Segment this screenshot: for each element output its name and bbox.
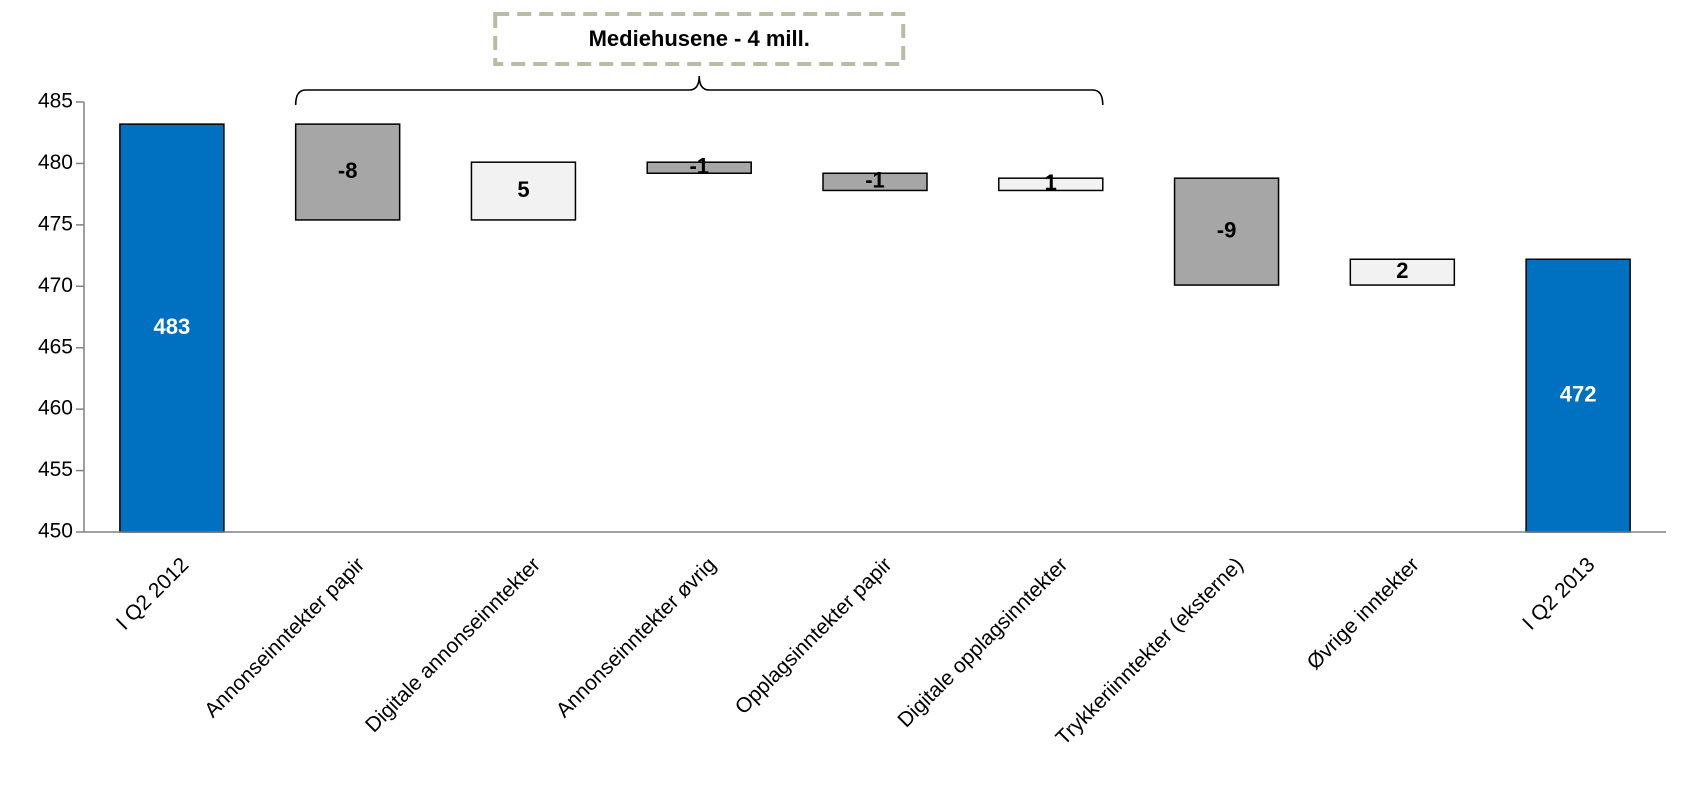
data-label: 483: [154, 314, 191, 339]
bars: 483 -8 5 -1 -1 1 -9 2 472: [119, 123, 1631, 533]
bar-increase: [470, 161, 577, 221]
y-tick-label: 470: [38, 274, 73, 297]
callout-brace: [294, 75, 1104, 106]
y-tick-label: 465: [38, 335, 73, 358]
data-label: 5: [517, 177, 529, 202]
x-category-label: Digitale opplagsinntekter: [893, 553, 1072, 732]
x-category-label: Øvrige inntekter: [1303, 553, 1424, 674]
x-category-label: Annonseinntekter øvrig: [552, 553, 721, 722]
callout-annotation: Mediehusene - 4 mill.: [294, 12, 1104, 106]
bar-increase: [1349, 258, 1456, 286]
x-category-label: Digitale annonseinntekter: [361, 553, 545, 737]
x-category-label: Trykkeriinntekter (eksterne): [1052, 553, 1248, 749]
y-axis: 450 455 460 465 470 475 480 485: [38, 90, 85, 543]
y-tick-label: 475: [38, 212, 73, 235]
bar-decrease: [822, 172, 928, 192]
data-label: -1: [689, 154, 709, 179]
bar-total: [1525, 258, 1631, 533]
y-tick-label: 480: [38, 151, 73, 174]
data-label: 472: [1560, 381, 1597, 406]
x-category-label: I Q2 2012: [112, 553, 193, 634]
data-label: -8: [338, 158, 358, 183]
x-category-label: Opplagsinntekter papir: [731, 553, 897, 719]
callout-box: [493, 12, 906, 66]
x-axis: I Q2 2012 Annonseinntekter papirDigitale …: [84, 531, 1666, 750]
y-tick-label: 460: [38, 397, 73, 420]
callout-text: Mediehusene - 4 mill.: [589, 26, 810, 51]
data-label: -9: [1217, 217, 1237, 242]
data-label: 1: [1045, 170, 1057, 195]
bar-total: [119, 123, 225, 533]
y-tick-label: 450: [38, 520, 73, 543]
data-label: 2: [1396, 258, 1408, 283]
x-category-label: I Q2 2013: [1518, 553, 1599, 634]
data-label: -1: [865, 168, 885, 193]
bar-decrease: [1173, 177, 1280, 286]
bar-decrease: [646, 161, 752, 175]
x-category-label: Annonseinntekter papir: [200, 553, 369, 722]
y-tick-label: 485: [38, 90, 73, 113]
bar-decrease: [294, 123, 401, 221]
y-tick-label: 455: [38, 458, 73, 481]
bar-increase: [998, 177, 1104, 192]
